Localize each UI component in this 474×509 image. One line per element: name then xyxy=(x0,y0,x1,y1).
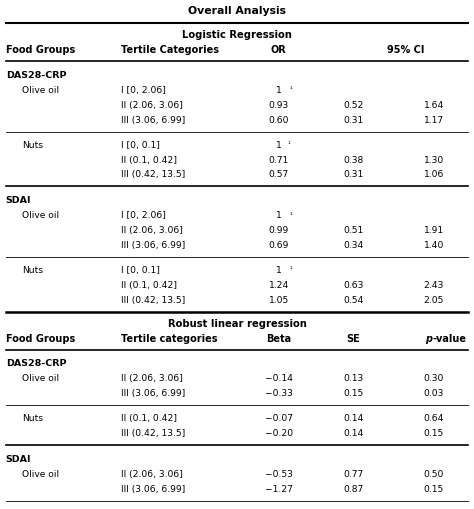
Text: 0.77: 0.77 xyxy=(343,469,363,478)
Text: OR: OR xyxy=(271,45,287,55)
Text: III (0.42, 13.5]: III (0.42, 13.5] xyxy=(121,295,185,304)
Text: 0.99: 0.99 xyxy=(269,225,289,235)
Text: 1.05: 1.05 xyxy=(269,295,289,304)
Text: 2.43: 2.43 xyxy=(424,280,444,289)
Text: I [0, 0.1]: I [0, 0.1] xyxy=(121,140,160,149)
Text: 0.63: 0.63 xyxy=(343,280,363,289)
Text: 1.40: 1.40 xyxy=(424,240,444,249)
Text: 0.03: 0.03 xyxy=(424,389,444,398)
Text: Nuts: Nuts xyxy=(22,140,43,149)
Text: II (0.1, 0.42]: II (0.1, 0.42] xyxy=(121,413,177,422)
Text: −0.53: −0.53 xyxy=(265,469,292,478)
Text: II (2.06, 3.06]: II (2.06, 3.06] xyxy=(121,469,183,478)
Text: 0.51: 0.51 xyxy=(343,225,363,235)
Text: −0.14: −0.14 xyxy=(264,374,293,383)
Text: Olive oil: Olive oil xyxy=(22,211,59,219)
Text: 1: 1 xyxy=(276,140,282,149)
Text: ¹: ¹ xyxy=(289,87,292,93)
Text: −0.07: −0.07 xyxy=(264,413,293,422)
Text: 0.15: 0.15 xyxy=(343,389,363,398)
Text: 1.24: 1.24 xyxy=(269,280,289,289)
Text: 0.31: 0.31 xyxy=(343,170,363,179)
Text: 1: 1 xyxy=(276,211,282,219)
Text: 0.50: 0.50 xyxy=(424,469,444,478)
Text: -value: -value xyxy=(432,333,466,343)
Text: 1.64: 1.64 xyxy=(424,101,444,109)
Text: DAS28-CRP: DAS28-CRP xyxy=(6,71,66,79)
Text: I [0, 2.06]: I [0, 2.06] xyxy=(121,86,166,95)
Text: 0.64: 0.64 xyxy=(423,413,444,422)
Text: SDAI: SDAI xyxy=(6,195,31,205)
Text: 1.30: 1.30 xyxy=(424,155,444,164)
Text: ¹: ¹ xyxy=(287,142,290,148)
Text: 0.69: 0.69 xyxy=(269,240,289,249)
Text: 0.30: 0.30 xyxy=(424,374,444,383)
Text: 0.31: 0.31 xyxy=(343,116,363,125)
Text: II (2.06, 3.06]: II (2.06, 3.06] xyxy=(121,374,183,383)
Text: 0.57: 0.57 xyxy=(269,170,289,179)
Text: SE: SE xyxy=(346,333,360,343)
Text: −1.27: −1.27 xyxy=(265,484,292,493)
Text: 0.14: 0.14 xyxy=(343,429,363,437)
Text: Tertile Categories: Tertile Categories xyxy=(121,45,219,55)
Text: III (3.06, 6.99]: III (3.06, 6.99] xyxy=(121,389,185,398)
Text: II (0.1, 0.42]: II (0.1, 0.42] xyxy=(121,280,177,289)
Text: −0.20: −0.20 xyxy=(264,429,293,437)
Text: 0.87: 0.87 xyxy=(343,484,363,493)
Text: Nuts: Nuts xyxy=(22,265,43,274)
Text: III (3.06, 6.99]: III (3.06, 6.99] xyxy=(121,116,185,125)
Text: Nuts: Nuts xyxy=(22,413,43,422)
Text: 2.05: 2.05 xyxy=(424,295,444,304)
Text: Beta: Beta xyxy=(266,333,292,343)
Text: 0.15: 0.15 xyxy=(424,484,444,493)
Text: 95% CI: 95% CI xyxy=(387,45,424,55)
Text: Olive oil: Olive oil xyxy=(22,469,59,478)
Text: II (0.1, 0.42]: II (0.1, 0.42] xyxy=(121,155,177,164)
Text: Food Groups: Food Groups xyxy=(6,333,75,343)
Text: Olive oil: Olive oil xyxy=(22,374,59,383)
Text: Tertile categories: Tertile categories xyxy=(121,333,218,343)
Text: 0.54: 0.54 xyxy=(343,295,363,304)
Text: 0.93: 0.93 xyxy=(269,101,289,109)
Text: 1.91: 1.91 xyxy=(424,225,444,235)
Text: 1.17: 1.17 xyxy=(424,116,444,125)
Text: III (0.42, 13.5]: III (0.42, 13.5] xyxy=(121,170,185,179)
Text: Overall Analysis: Overall Analysis xyxy=(188,6,286,16)
Text: ¹: ¹ xyxy=(289,212,292,218)
Text: 0.52: 0.52 xyxy=(343,101,363,109)
Text: Logistic Regression: Logistic Regression xyxy=(182,30,292,40)
Text: SDAI: SDAI xyxy=(6,454,31,463)
Text: 0.34: 0.34 xyxy=(343,240,363,249)
Text: III (0.42, 13.5]: III (0.42, 13.5] xyxy=(121,429,185,437)
Text: II (2.06, 3.06]: II (2.06, 3.06] xyxy=(121,101,183,109)
Text: 0.14: 0.14 xyxy=(343,413,363,422)
Text: DAS28-CRP: DAS28-CRP xyxy=(6,359,66,367)
Text: Food Groups: Food Groups xyxy=(6,45,75,55)
Text: II (2.06, 3.06]: II (2.06, 3.06] xyxy=(121,225,183,235)
Text: ¹: ¹ xyxy=(289,267,292,273)
Text: III (3.06, 6.99]: III (3.06, 6.99] xyxy=(121,484,185,493)
Text: I [0, 0.1]: I [0, 0.1] xyxy=(121,265,160,274)
Text: 0.71: 0.71 xyxy=(269,155,289,164)
Text: p: p xyxy=(425,333,432,343)
Text: Olive oil: Olive oil xyxy=(22,86,59,95)
Text: 0.60: 0.60 xyxy=(268,116,289,125)
Text: Robust linear regression: Robust linear regression xyxy=(168,318,306,328)
Text: 0.38: 0.38 xyxy=(343,155,363,164)
Text: 1: 1 xyxy=(276,265,282,274)
Text: I [0, 2.06]: I [0, 2.06] xyxy=(121,211,166,219)
Text: 0.13: 0.13 xyxy=(343,374,363,383)
Text: −0.33: −0.33 xyxy=(265,389,292,398)
Text: 1.06: 1.06 xyxy=(424,170,444,179)
Text: 0.15: 0.15 xyxy=(424,429,444,437)
Text: 1: 1 xyxy=(276,86,282,95)
Text: III (3.06, 6.99]: III (3.06, 6.99] xyxy=(121,240,185,249)
